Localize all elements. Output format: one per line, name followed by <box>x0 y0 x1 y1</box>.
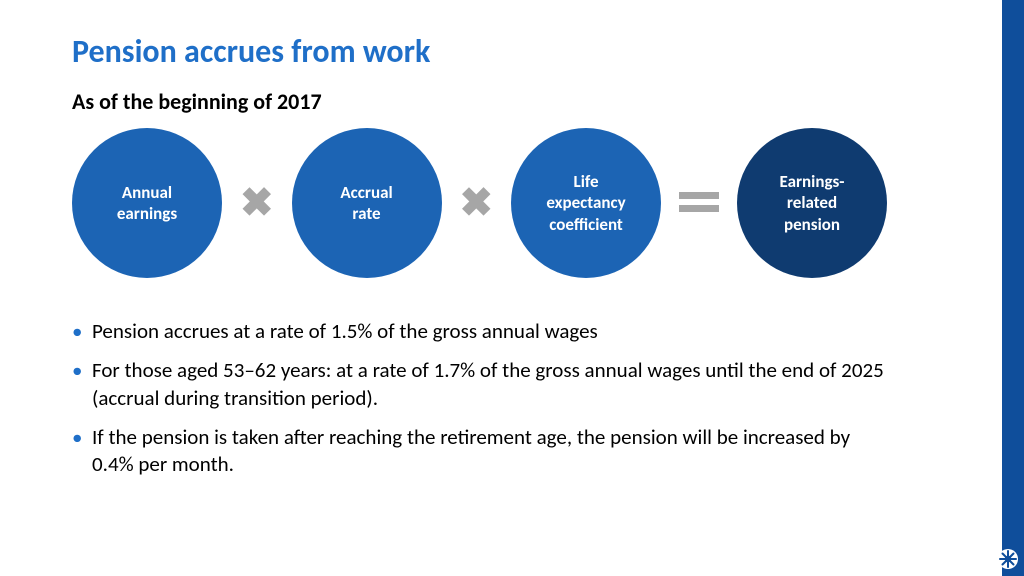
formula-circle-label: Annualearnings <box>117 182 177 225</box>
bullet-item-0: Pension accrues at a rate of 1.5% of the… <box>72 318 892 345</box>
page-number-value: 13 <box>970 552 982 566</box>
bullet-item-2: If the pension is taken after reaching t… <box>72 424 892 479</box>
formula-circle-2: Accrualrate <box>292 128 442 278</box>
formula-circle-4: Lifeexpectancycoefficient <box>511 128 661 278</box>
side-accent-bar <box>1002 0 1024 576</box>
logo-icon <box>997 548 1019 570</box>
page-number-pipe: | <box>958 552 964 566</box>
page-number: | 13 <box>958 552 982 566</box>
formula-circle-label: Lifeexpectancycoefficient <box>546 171 625 235</box>
formula-circle-label: Accrualrate <box>340 182 392 225</box>
multiply-operator: ✖ <box>460 183 494 223</box>
slide-title: Pension accrues from work <box>72 32 430 71</box>
bullet-list: Pension accrues at a rate of 1.5% of the… <box>72 318 892 490</box>
equals-operator <box>679 183 719 223</box>
slide-subtitle: As of the beginning of 2017 <box>72 88 322 115</box>
slide: Pension accrues from work As of the begi… <box>0 0 1024 576</box>
formula-row: Annualearnings ✖ Accrualrate ✖ Lifeexpectanc… <box>72 128 887 278</box>
multiply-operator: ✖ <box>240 183 274 223</box>
formula-circle-6: Earnings-relatedpension <box>737 128 887 278</box>
formula-circle-label: Earnings-relatedpension <box>780 171 845 235</box>
formula-circle-0: Annualearnings <box>72 128 222 278</box>
bullet-item-1: For those aged 53–62 years: at a rate of… <box>72 357 892 412</box>
